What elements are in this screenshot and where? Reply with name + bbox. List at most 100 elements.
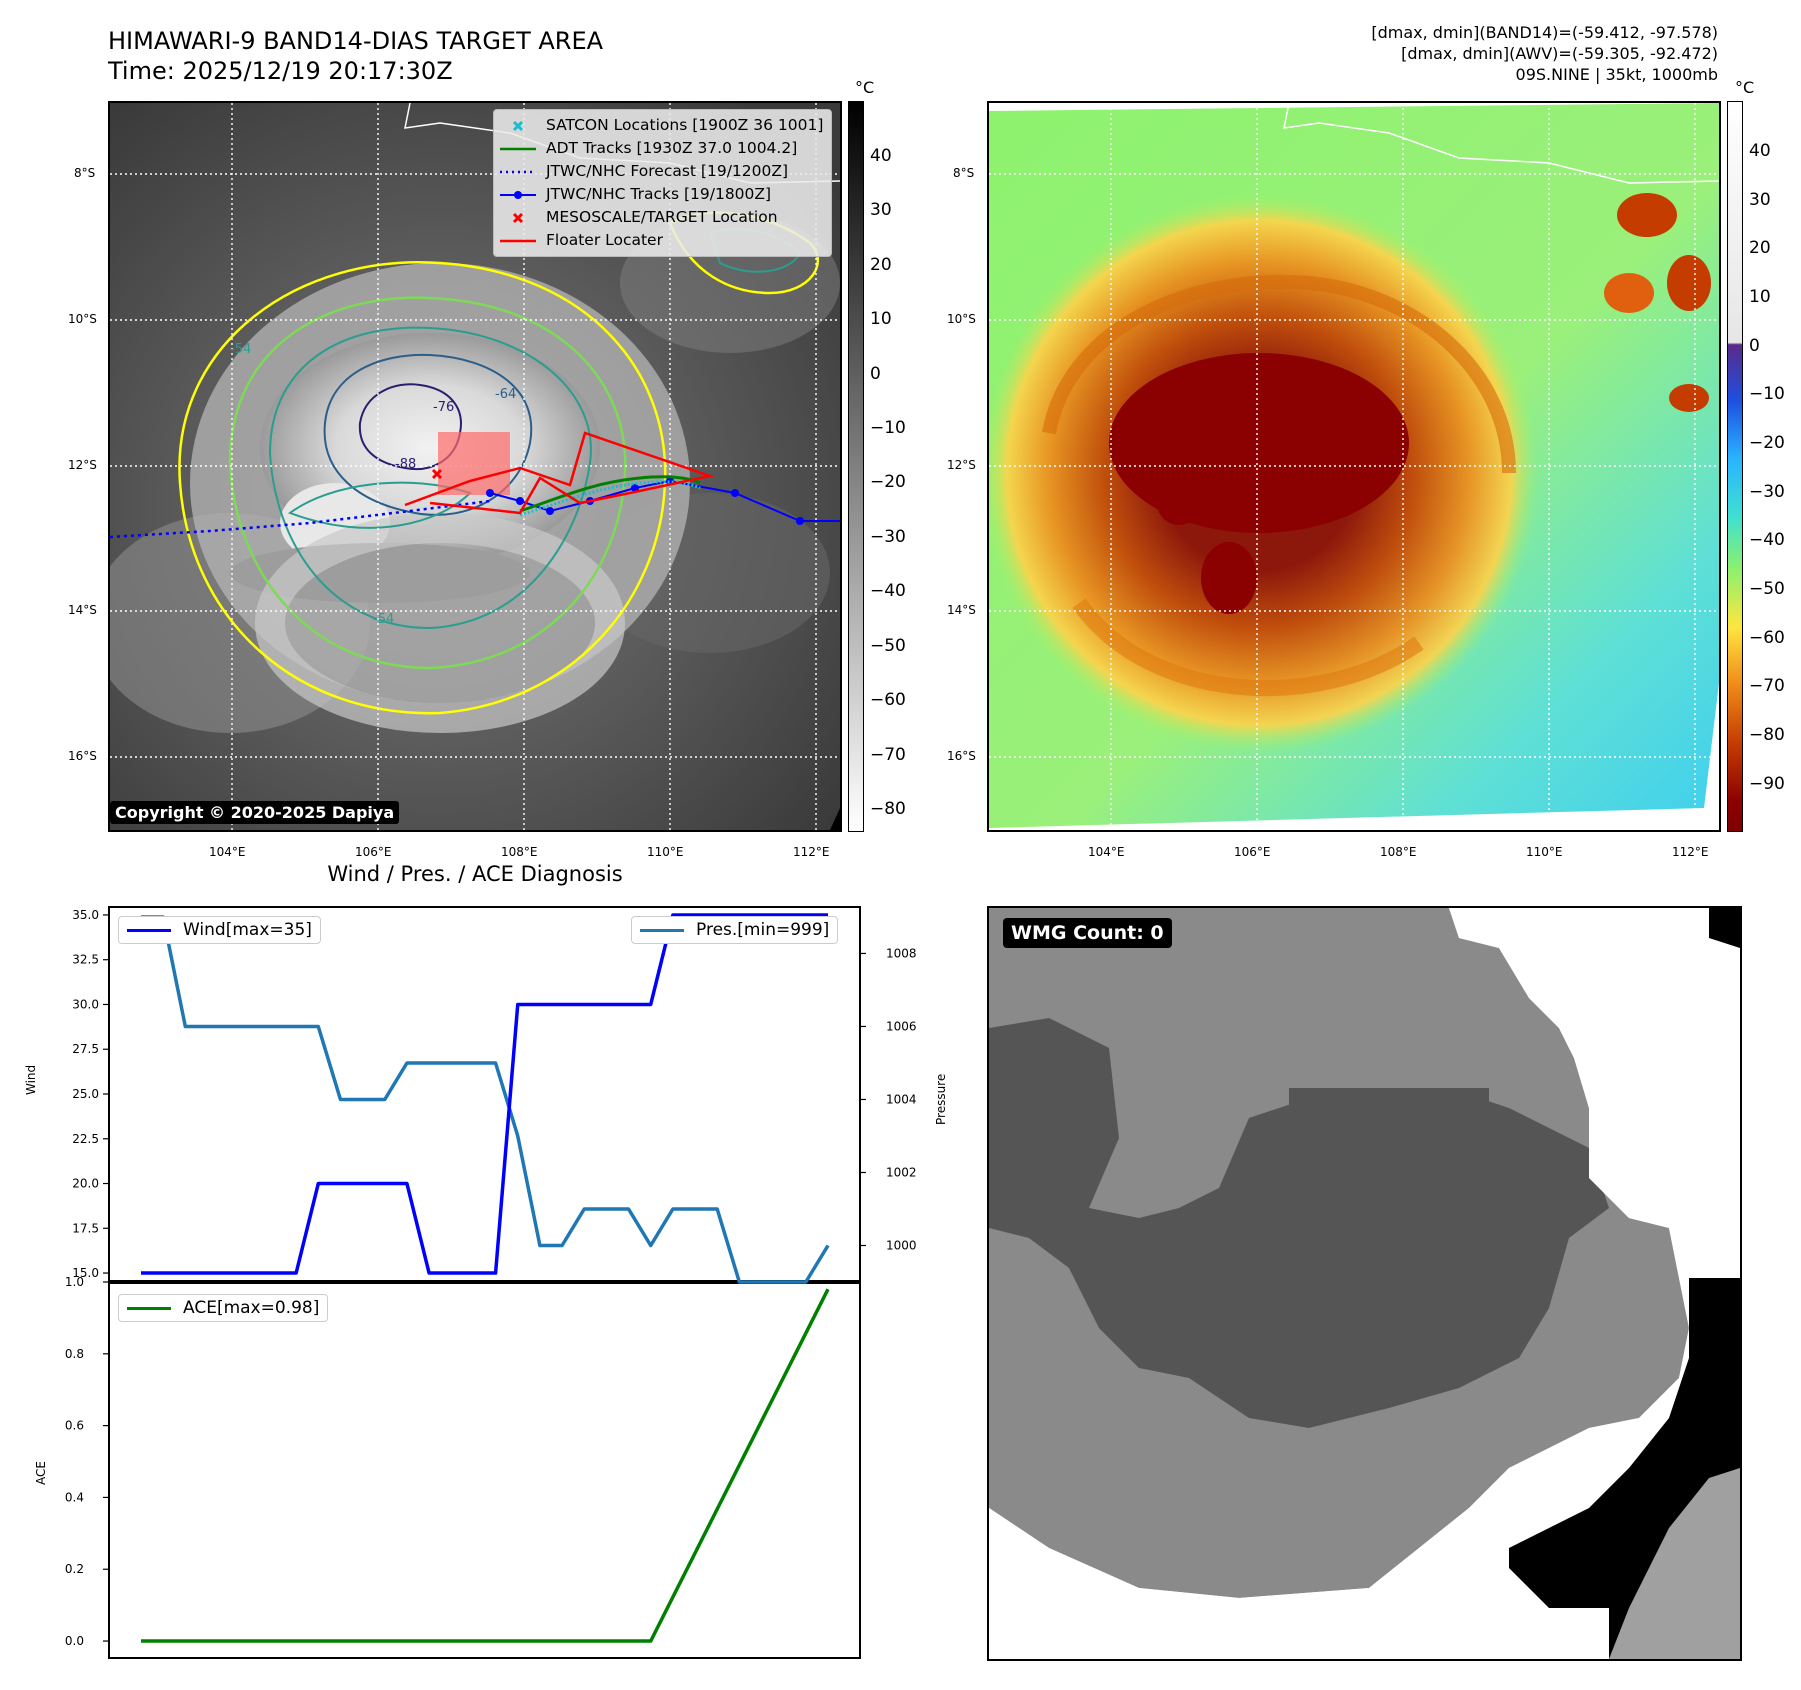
lon-label: 110°E — [647, 845, 684, 859]
target-location-marker — [431, 468, 443, 480]
colorbar-tick: −50 — [870, 636, 906, 656]
diagnosis-chart-title: Wind / Pres. / ACE Diagnosis — [327, 862, 623, 886]
pressure-tick-label: 1008 — [886, 946, 917, 960]
contour-label: -54 — [230, 342, 251, 357]
pressure-legend-label: Pres.[min=999] — [696, 920, 830, 940]
pressure-tick-label: 1006 — [886, 1019, 917, 1033]
pressure-line-icon — [640, 928, 684, 932]
contour-label: -54 — [373, 612, 394, 627]
wind-tick-label: 32.5 — [72, 953, 99, 967]
wmg-panel: WMG Count: 0 — [987, 906, 1742, 1661]
lat-label: 10°S — [68, 312, 97, 326]
colorbar-tick: −30 — [1749, 482, 1785, 502]
dotted-line-icon — [500, 164, 536, 180]
mesoscale-target-box — [438, 432, 510, 495]
colorbar-tick: 40 — [870, 146, 892, 166]
pressure-tick-label: 1004 — [886, 1092, 917, 1106]
ir-map-panel: -54 -64 -76 -88 -54 Copyright © 2020-202… — [108, 101, 842, 832]
info-band14: [dmax, dmin](BAND14)=(-59.412, -97.578) — [1371, 23, 1718, 42]
colorbar-tick: −80 — [870, 799, 906, 819]
colorbar-tick: −10 — [870, 418, 906, 438]
awv-colorbar — [1727, 101, 1743, 832]
lon-label: 106°E — [1234, 845, 1271, 859]
lon-label: 104°E — [209, 845, 246, 859]
diagnostic-info: [dmax, dmin](BAND14)=(-59.412, -97.578) … — [1371, 22, 1718, 85]
line-marker-icon — [500, 233, 536, 249]
lat-label: 12°S — [947, 458, 976, 472]
wind-tick-label: 27.5 — [72, 1042, 99, 1056]
ace-axis-label: ACE — [34, 1461, 48, 1485]
wmg-image — [989, 908, 1740, 1659]
legend-item-satcon: SATCON Locations [1900Z 36 1001] — [500, 114, 823, 137]
colorbar-tick: 10 — [870, 309, 892, 329]
colorbar-tick: −60 — [1749, 628, 1785, 648]
lat-label: 16°S — [947, 749, 976, 763]
colorbar-tick: −60 — [870, 690, 906, 710]
adt-track — [519, 475, 701, 513]
colorbar-tick: −40 — [1749, 530, 1785, 550]
x-marker-icon — [500, 118, 536, 134]
colorbar-tick: −20 — [1749, 433, 1785, 453]
line-dot-marker-icon — [500, 187, 536, 203]
title-line-2: Time: 2025/12/19 20:17:30Z — [108, 57, 453, 85]
wind-legend: Wind[max=35] — [118, 916, 321, 944]
ir-legend: SATCON Locations [1900Z 36 1001] ADT Tra… — [493, 109, 833, 257]
colorbar-tick: −30 — [870, 527, 906, 547]
copyright-badge: Copyright © 2020-2025 Dapiya — [110, 801, 400, 824]
legend-item-forecast: JTWC/NHC Forecast [19/1200Z] — [500, 160, 823, 183]
wind-tick-label: 22.5 — [72, 1132, 99, 1146]
ace-tick-label: 1.0 — [65, 1275, 84, 1289]
pressure-axis-label: Pressure — [934, 1073, 948, 1125]
wind-tick-label: 17.5 — [72, 1221, 99, 1235]
legend-label: SATCON Locations [1900Z 36 1001] — [546, 116, 824, 134]
title-line-1: HIMAWARI-9 BAND14-DIAS TARGET AREA — [108, 27, 604, 55]
ir-colorbar — [848, 101, 864, 832]
colorbar-tick: −40 — [870, 581, 906, 601]
legend-item-adt: ADT Tracks [1930Z 37.0 1004.2] — [500, 137, 823, 160]
wmg-count-badge: WMG Count: 0 — [1003, 918, 1172, 948]
contour-label: -76 — [433, 400, 454, 415]
colorbar-tick: −50 — [1749, 579, 1785, 599]
colorbar-tick: 30 — [870, 200, 892, 220]
colorbar-tick: 20 — [1749, 238, 1771, 258]
lon-label: 104°E — [1088, 845, 1125, 859]
wind-line-icon — [127, 928, 171, 932]
line-marker-icon — [500, 141, 536, 157]
wind-tick-label: 30.0 — [72, 997, 99, 1011]
ace-legend: ACE[max=0.98] — [118, 1294, 329, 1322]
wind-tick-label: 35.0 — [72, 908, 99, 922]
lat-label: 10°S — [947, 312, 976, 326]
awv-gridlines — [989, 103, 1719, 830]
legend-item-mesoscale: MESOSCALE/TARGET Location — [500, 206, 823, 229]
ace-series-line — [141, 1288, 830, 1643]
colorbar-tick: 30 — [1749, 190, 1771, 210]
colorbar-tick: −70 — [870, 745, 906, 765]
awv-map-panel — [987, 101, 1721, 832]
wind-series-line — [141, 913, 828, 1275]
info-awv: [dmax, dmin](AWV)=(-59.305, -92.472) — [1401, 44, 1718, 63]
info-storm: 09S.NINE | 35kt, 1000mb — [1515, 65, 1718, 84]
lon-label: 112°E — [1672, 845, 1709, 859]
ace-legend-label: ACE[max=0.98] — [183, 1298, 320, 1318]
ace-tick-label: 0.6 — [65, 1419, 84, 1433]
wind-legend-label: Wind[max=35] — [183, 920, 312, 940]
ir-map-image: -54 -64 -76 -88 -54 — [110, 103, 840, 830]
lat-label: 14°S — [68, 603, 97, 617]
colorbar-tick: −70 — [1749, 676, 1785, 696]
legend-label: MESOSCALE/TARGET Location — [546, 208, 778, 226]
colorbar-tick: 10 — [1749, 287, 1771, 307]
ace-tick-label: 0.8 — [65, 1347, 84, 1361]
contour-labels: -54 -64 -76 -88 -54 — [230, 342, 516, 627]
lon-label: 108°E — [501, 845, 538, 859]
awv-colorbar-unit: °C — [1735, 78, 1755, 97]
colorbar-tick: 20 — [870, 255, 892, 275]
colorbar-tick: −10 — [1749, 384, 1785, 404]
pressure-tick-label: 1002 — [886, 1165, 917, 1179]
colorbar-tick: −20 — [870, 472, 906, 492]
legend-label: JTWC/NHC Forecast [19/1200Z] — [546, 162, 789, 180]
lon-label: 112°E — [793, 845, 830, 859]
lat-label: 14°S — [947, 603, 976, 617]
legend-label: ADT Tracks [1930Z 37.0 1004.2] — [546, 139, 798, 157]
lat-label: 16°S — [68, 749, 97, 763]
